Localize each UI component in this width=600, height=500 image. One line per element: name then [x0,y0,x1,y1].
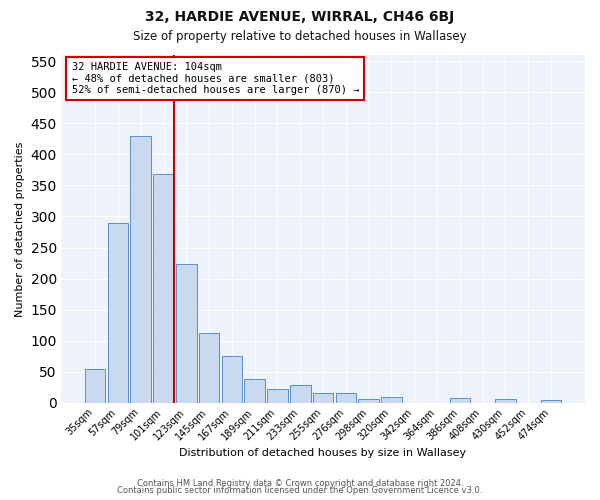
Bar [313,393,334,403]
Bar [381,396,401,403]
Y-axis label: Number of detached properties: Number of detached properties [15,141,25,316]
Bar [221,356,242,403]
Bar [267,389,288,403]
Bar [449,398,470,403]
Bar [130,136,151,403]
Text: Contains public sector information licensed under the Open Government Licence v3: Contains public sector information licen… [118,486,482,495]
Text: 32 HARDIE AVENUE: 104sqm
← 48% of detached houses are smaller (803)
52% of semi-: 32 HARDIE AVENUE: 104sqm ← 48% of detach… [71,62,359,95]
Bar [541,400,561,403]
Bar [107,222,128,403]
Bar [199,332,220,403]
Text: 32, HARDIE AVENUE, WIRRAL, CH46 6BJ: 32, HARDIE AVENUE, WIRRAL, CH46 6BJ [145,10,455,24]
Bar [176,264,197,403]
Bar [358,399,379,403]
Bar [290,385,311,403]
Bar [244,379,265,403]
Bar [495,399,515,403]
Bar [85,368,106,403]
Text: Size of property relative to detached houses in Wallasey: Size of property relative to detached ho… [133,30,467,43]
X-axis label: Distribution of detached houses by size in Wallasey: Distribution of detached houses by size … [179,448,467,458]
Text: Contains HM Land Registry data © Crown copyright and database right 2024.: Contains HM Land Registry data © Crown c… [137,478,463,488]
Bar [335,394,356,403]
Bar [153,174,174,403]
